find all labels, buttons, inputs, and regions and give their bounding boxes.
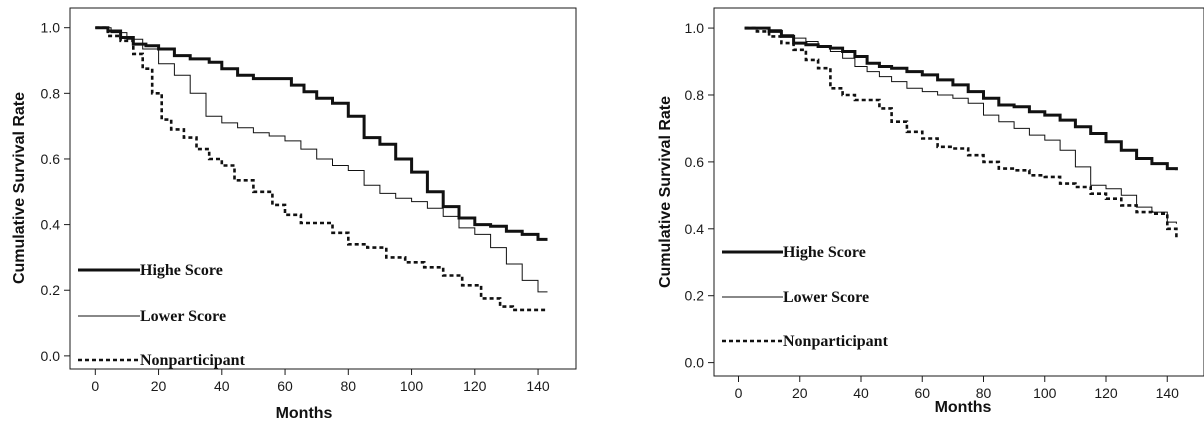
x-tick-label: 20 (792, 385, 808, 401)
legend-label: Lower Score (783, 289, 869, 306)
y-tick-label: 0.4 (685, 221, 705, 237)
plot-frame (69, 7, 577, 370)
y-tick-label: 0.6 (685, 154, 705, 170)
plot-frame (713, 7, 1204, 377)
series-line-nonparticipant (744, 26, 1178, 239)
y-tick-label: 0.4 (41, 217, 61, 233)
series-line-lower-score (744, 27, 1177, 224)
legend-label: Nonparticipant (140, 352, 246, 369)
x-tick-label: 40 (214, 378, 230, 394)
x-tick-label: 140 (526, 378, 550, 394)
y-axis-title: Cumulative Survival Rate (11, 92, 28, 284)
y-tick-label: 0.2 (41, 282, 61, 298)
x-tick-label: 0 (735, 385, 743, 401)
x-tick-label: 60 (277, 378, 293, 394)
x-tick-label: 80 (976, 385, 992, 401)
y-tick-label: 0.8 (685, 87, 705, 103)
x-tick-label: 60 (914, 385, 930, 401)
legend-label: Highe Score (783, 244, 866, 261)
x-tick-label: 80 (341, 378, 357, 394)
y-tick-label: 0.6 (41, 151, 61, 167)
legend-label: Highe Score (140, 262, 223, 279)
series-line-lower-score (95, 27, 548, 293)
legend-label: Lower Score (140, 308, 226, 325)
x-tick-label: 120 (1094, 385, 1118, 401)
y-tick-label: 1.0 (41, 20, 61, 36)
x-tick-label: 0 (91, 378, 99, 394)
y-tick-label: 0.0 (41, 348, 61, 364)
y-tick-label: 1.0 (685, 20, 705, 36)
x-axis-title: Months (276, 405, 333, 422)
x-tick-label: 120 (463, 378, 487, 394)
series-line-highe-score (95, 26, 548, 241)
x-axis-title: Months (935, 399, 992, 416)
y-axis-title: Cumulative Survival Rate (657, 96, 674, 288)
chart-panel-1: 0.0 0.2 0.4 0.6 0.8 1.0 0 20 40 60 80 100 120 140 Mont… (11, 7, 577, 422)
chart-panel-2: 0.0 0.2 0.4 0.6 0.8 1.0 0 20 40 60 80 100 120 140 Mont… (657, 7, 1204, 416)
x-tick-label: 100 (400, 378, 424, 394)
legend-label: Nonparticipant (783, 333, 889, 350)
y-tick-label: 0.8 (41, 85, 61, 101)
x-tick-label: 140 (1156, 385, 1180, 401)
x-tick-label: 100 (1033, 385, 1057, 401)
x-tick-label: 20 (151, 378, 167, 394)
y-tick-label: 0.0 (685, 355, 705, 371)
x-tick-label: 40 (853, 385, 869, 401)
series-line-nonparticipant (95, 26, 548, 312)
y-tick-label: 0.2 (685, 288, 705, 304)
